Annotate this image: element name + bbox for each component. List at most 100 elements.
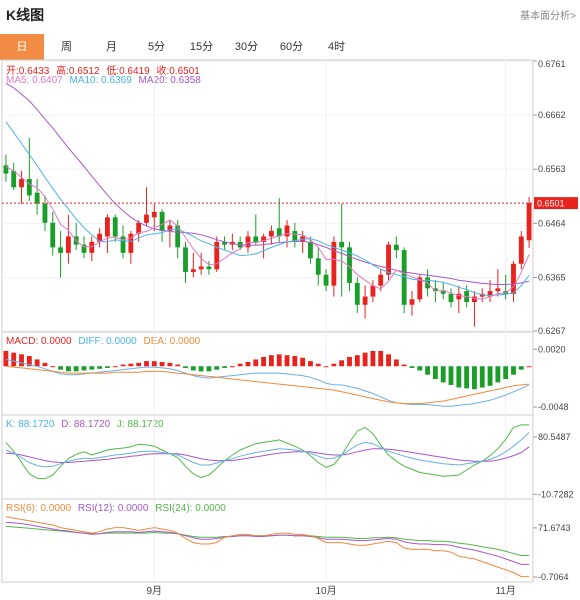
macd-bar bbox=[42, 362, 48, 367]
candle bbox=[347, 241, 352, 292]
candle-body bbox=[65, 236, 71, 253]
candle bbox=[112, 214, 118, 242]
macd-bar bbox=[245, 362, 251, 367]
candle-body bbox=[315, 258, 321, 275]
candle-body bbox=[354, 282, 360, 305]
candle bbox=[128, 230, 134, 264]
candle bbox=[222, 236, 227, 251]
candle bbox=[183, 241, 188, 283]
tab-4hour[interactable]: 4时 bbox=[327, 41, 346, 53]
ma20-value: MA20: 0.6358 bbox=[138, 75, 201, 86]
candle bbox=[425, 269, 431, 297]
candle-body bbox=[97, 233, 103, 242]
candle-body bbox=[518, 236, 524, 264]
macd-bar bbox=[401, 364, 407, 367]
macd-bar bbox=[315, 363, 321, 367]
y-tick-label: 0.6267 bbox=[538, 326, 566, 336]
candle bbox=[315, 247, 321, 286]
y-tick-label: -0.7064 bbox=[538, 572, 569, 582]
macd-bar bbox=[128, 363, 134, 367]
candle bbox=[89, 236, 95, 262]
candle bbox=[432, 280, 438, 303]
macd-bar bbox=[526, 366, 532, 368]
candle bbox=[65, 214, 71, 264]
macd-bar bbox=[495, 366, 501, 383]
candle-body bbox=[104, 217, 110, 237]
macd-bar bbox=[151, 361, 157, 367]
macd-bar bbox=[50, 366, 56, 368]
candle bbox=[284, 220, 290, 248]
candle bbox=[261, 233, 267, 259]
candle bbox=[237, 236, 243, 251]
tab-30min[interactable]: 30分 bbox=[234, 41, 259, 53]
y-tick-label: 80.5487 bbox=[538, 432, 571, 442]
tab-15min[interactable]: 15分 bbox=[189, 41, 214, 53]
candle bbox=[190, 252, 196, 278]
tab-5min[interactable]: 5分 bbox=[147, 41, 166, 53]
candle-body bbox=[19, 179, 24, 188]
macd-bar bbox=[237, 363, 243, 367]
timeframe-tabs: 日 周 月 5分 15分 30分 60分 4时 bbox=[0, 34, 580, 60]
d-value: D: 88.1720 bbox=[61, 419, 111, 430]
macd-bar bbox=[456, 366, 462, 388]
candle-body bbox=[503, 291, 509, 294]
rsi12-line bbox=[5, 521, 530, 565]
candle-body bbox=[511, 263, 516, 294]
tab-month[interactable]: 月 bbox=[106, 41, 117, 53]
candle bbox=[245, 230, 251, 253]
candle-body bbox=[456, 293, 462, 300]
candle bbox=[393, 236, 399, 259]
candle bbox=[42, 195, 48, 231]
y-tick-label: 0.6365 bbox=[538, 272, 566, 282]
macd-value: MACD: 0.0000 bbox=[6, 336, 72, 347]
candle bbox=[331, 236, 337, 297]
candle bbox=[448, 288, 454, 308]
tab-week[interactable]: 周 bbox=[61, 41, 72, 53]
fundamental-analysis-link[interactable]: 基本面分析> bbox=[520, 11, 576, 22]
macd-bar bbox=[378, 350, 384, 367]
candle bbox=[401, 247, 407, 313]
candle bbox=[11, 162, 17, 190]
candle-body bbox=[198, 266, 204, 270]
kdj-info: K: 88.1720 D: 88.1720 J: 88.1720 bbox=[6, 419, 168, 430]
macd-bar bbox=[362, 352, 368, 367]
ma10-line bbox=[5, 121, 530, 297]
y-tick-label: 0.0020 bbox=[538, 344, 566, 354]
candle bbox=[472, 291, 477, 327]
y-tick-label: 0.6563 bbox=[538, 164, 566, 174]
candle-body bbox=[159, 211, 165, 231]
macd-bar bbox=[183, 366, 188, 368]
candle bbox=[378, 269, 384, 292]
candle-body bbox=[175, 225, 181, 248]
ma20-line bbox=[5, 82, 530, 285]
macd-bar bbox=[440, 366, 446, 383]
candle-body bbox=[222, 241, 227, 245]
d-line bbox=[5, 446, 530, 463]
candle-body bbox=[245, 236, 251, 248]
macd-bar bbox=[347, 356, 352, 367]
candle-body bbox=[432, 288, 438, 292]
candle-body bbox=[167, 225, 173, 231]
candle-body bbox=[393, 244, 399, 251]
tab-60min[interactable]: 60分 bbox=[279, 41, 304, 53]
candle-body bbox=[11, 170, 17, 188]
macd-bar bbox=[73, 366, 79, 372]
macd-bar bbox=[284, 355, 290, 367]
candle-body bbox=[214, 241, 220, 270]
k-value: K: 88.1720 bbox=[6, 419, 55, 430]
candle-body bbox=[268, 230, 274, 237]
candle-body bbox=[339, 241, 345, 248]
candle-body bbox=[73, 236, 79, 245]
candle bbox=[229, 233, 235, 251]
candle-body bbox=[370, 285, 376, 297]
candle bbox=[308, 236, 313, 264]
candle-body bbox=[206, 266, 212, 270]
candle bbox=[440, 282, 446, 300]
candle bbox=[487, 280, 493, 303]
macd-bar bbox=[425, 366, 431, 375]
candle bbox=[456, 285, 462, 313]
y-tick-label: 0.6761 bbox=[538, 59, 566, 69]
macd-bar bbox=[518, 366, 524, 370]
tab-day[interactable]: 日 bbox=[0, 34, 44, 60]
macd-bar bbox=[417, 366, 423, 371]
